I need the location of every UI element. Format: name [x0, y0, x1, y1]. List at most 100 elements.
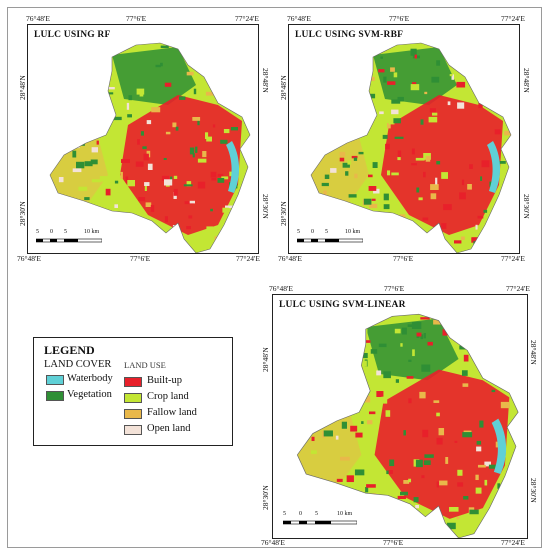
vegetation-patch	[463, 496, 469, 500]
vegetation-area	[112, 47, 196, 105]
crop-land-patch	[297, 385, 301, 389]
fallow-land-patch	[419, 391, 426, 399]
open-land-patch	[457, 102, 465, 109]
fallow-land-patch	[50, 118, 56, 123]
built-up-patch	[429, 108, 436, 113]
built-up-patch	[117, 230, 123, 237]
fallow-land-patch	[462, 383, 469, 387]
vegetation-patch	[175, 126, 179, 131]
fallow-land-patch	[192, 58, 196, 63]
vegetation-patch	[389, 459, 395, 467]
vegetation-patch	[179, 96, 186, 100]
crop-land-patch	[314, 334, 322, 340]
crop-land-patch	[359, 360, 367, 367]
vegetation-patch	[315, 364, 322, 370]
vegetation-patch	[90, 159, 98, 165]
crop-land-patch	[118, 231, 122, 236]
vegetation-patch	[391, 99, 401, 104]
fallow-land-patch	[234, 93, 242, 99]
open-land-patch	[126, 102, 130, 110]
built-up-patch	[442, 329, 448, 336]
open-land-patch	[144, 182, 150, 186]
top-tick-left: 76°48'E	[269, 284, 293, 293]
vegetation-patch	[313, 85, 321, 92]
crop-land-patch	[493, 46, 498, 50]
vegetation-patch	[105, 92, 114, 95]
built-up-patch	[164, 216, 168, 223]
built-up-patch	[336, 133, 344, 139]
built-up-patch	[481, 160, 490, 168]
fallow-land-patch	[342, 211, 346, 217]
map-title: LULC USING SVM-RBF	[295, 30, 404, 40]
fallow-land-swatch	[124, 409, 142, 419]
vegetation-patch	[416, 525, 425, 531]
vegetation-patch	[193, 88, 197, 95]
vegetation-patch	[217, 178, 225, 183]
built-up-patch	[311, 142, 315, 146]
vegetation-patch	[360, 352, 368, 359]
waterbody-river	[487, 141, 501, 193]
vegetation-patch	[127, 114, 132, 118]
built-up-patch	[200, 48, 207, 52]
vegetation-patch	[50, 222, 56, 228]
built-up-patch	[246, 80, 249, 86]
built-up-patch	[416, 332, 422, 337]
vegetation-patch	[163, 158, 167, 160]
crop-land-patch	[206, 136, 212, 142]
legend-item-built-up: Built-up	[147, 375, 183, 386]
bottom-tick-left: 76°48'E	[261, 538, 285, 547]
fallow-land-patch	[503, 188, 509, 196]
crop-land-swatch	[124, 393, 142, 403]
crop-land-patch	[326, 114, 335, 119]
fallow-land-patch	[445, 457, 449, 464]
crop-land-patch	[221, 176, 229, 180]
fallow-land-patch	[439, 480, 448, 486]
built-up-patch	[137, 139, 140, 145]
built-up-patch	[374, 221, 378, 227]
vegetation-patch	[424, 454, 434, 458]
built-up-patch	[478, 102, 483, 109]
vegetation-patch	[351, 64, 356, 68]
open-land-patch	[198, 43, 202, 48]
vegetation-patch	[353, 157, 358, 161]
vegetation-patch	[403, 430, 406, 436]
open-land-patch	[406, 531, 412, 538]
vegetation-patch	[134, 224, 140, 232]
fallow-land-patch	[369, 203, 378, 209]
legend-item-open-land: Open land	[147, 423, 191, 434]
vegetation-patch	[313, 495, 317, 503]
top-tick-mid: 77°6'E	[384, 284, 405, 293]
open-land-patch	[376, 370, 382, 376]
bottom-tick-mid: 77°6'E	[383, 538, 404, 547]
built-up-patch	[411, 163, 417, 166]
vegetation-patch	[401, 327, 407, 335]
crop-land-patch	[407, 510, 412, 518]
fallow-land-patch	[456, 516, 460, 520]
vegetation-patch	[395, 379, 400, 383]
right-tick-top: 28°48'N	[522, 68, 531, 93]
crop-land-patch	[80, 228, 83, 233]
fallow-land-patch	[339, 77, 345, 81]
crop-land-patch	[347, 160, 352, 165]
fallow-land-patch	[438, 428, 445, 436]
built-up-patch	[61, 62, 71, 66]
vegetation-patch	[410, 48, 417, 56]
vegetation-patch	[393, 118, 401, 124]
open-land-patch	[386, 511, 392, 514]
built-up-patch	[300, 376, 309, 381]
crop-land-patch	[449, 506, 459, 512]
crop-land-patch	[365, 328, 368, 335]
fallow-land-patch	[475, 325, 485, 329]
open-land-patch	[319, 152, 324, 158]
legend-item-fallow-land: Fallow land	[147, 407, 197, 418]
vegetation-patch	[342, 162, 350, 168]
vegetation-patch	[376, 238, 380, 244]
vegetation-patch	[339, 136, 345, 144]
vegetation-patch	[244, 120, 250, 124]
built-up-patch	[138, 197, 146, 202]
map-frame: LULC USING SVM-LINEAR 5 0 5 10 km	[272, 294, 528, 539]
vegetation-patch	[78, 206, 87, 213]
built-up-patch	[477, 215, 484, 219]
vegetation-patch	[341, 421, 347, 429]
crop-land-patch	[410, 84, 420, 91]
